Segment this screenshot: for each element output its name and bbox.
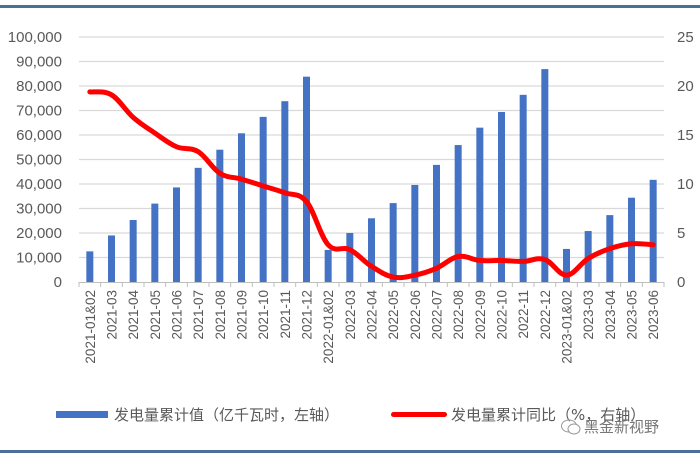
- wechat-icon: [561, 419, 581, 434]
- bar: [238, 133, 245, 282]
- bar: [541, 69, 549, 282]
- right-tick-label: 15: [677, 127, 694, 144]
- bottom-border: [0, 450, 700, 453]
- x-tick-label: 2023-01&02: [560, 290, 575, 364]
- x-axis: 2021-01&02 2021-03 2021-04 2021-05 2021-06 20…: [78, 282, 665, 364]
- bar: [368, 218, 375, 282]
- left-y-axis: 0 10,000 20,000 30,000 40,000 50,000 60,000 70,…: [8, 29, 62, 291]
- left-tick-label: 10,000: [16, 250, 62, 267]
- bar: [346, 233, 354, 282]
- x-tick-label: 2021-01&02: [83, 290, 98, 364]
- bar: [303, 76, 310, 282]
- bar: [454, 145, 462, 282]
- watermark: 黑金新视野: [560, 416, 659, 437]
- right-tick-label: 20: [677, 78, 694, 95]
- x-tick-label: 2023-04: [603, 290, 618, 340]
- bar: [649, 179, 657, 282]
- x-tick-label: 2022-12: [538, 290, 553, 340]
- bar: [519, 94, 527, 282]
- bar: [173, 187, 180, 282]
- right-tick-label: 25: [677, 29, 694, 46]
- x-tick-label: 2022-10: [495, 290, 510, 340]
- combo-chart: 0 10,000 20,000 30,000 40,000 50,000 60,000 70,…: [8, 29, 694, 364]
- bar: [476, 127, 484, 283]
- legend-bar-label: 发电量累计值（亿千瓦时，左轴）: [114, 405, 340, 424]
- x-tick-label: 2022-06: [408, 290, 423, 340]
- bar: [433, 164, 440, 282]
- x-tick-label: 2021-03: [105, 290, 120, 340]
- legend-bar-swatch: [56, 410, 108, 418]
- line-series-yoy: [87, 89, 656, 281]
- right-tick-label: 10: [677, 176, 694, 193]
- x-tick-label: 2022-01&02: [321, 290, 336, 364]
- x-tick-label: 2022-03: [343, 290, 358, 340]
- left-tick-label: 30,000: [16, 201, 62, 218]
- left-tick-label: 90,000: [16, 54, 62, 71]
- right-tick-label: 0: [677, 274, 685, 291]
- x-tick-label: 2022-07: [430, 290, 445, 340]
- right-y-axis: 0 5 10 15 20 25: [677, 29, 694, 291]
- x-tick-label: 2022-11: [516, 290, 531, 339]
- x-tick-label: 2021-05: [148, 290, 163, 340]
- watermark-text: 黑金新视野: [584, 418, 660, 436]
- left-tick-label: 60,000: [16, 127, 62, 144]
- bar: [498, 111, 505, 282]
- bar: [129, 220, 137, 282]
- left-tick-label: 100,000: [8, 29, 62, 46]
- bar: [194, 167, 202, 282]
- x-tick-label: 2021-11: [278, 290, 293, 339]
- x-tick-label: 2022-05: [386, 290, 401, 340]
- left-tick-label: 50,000: [16, 152, 62, 169]
- x-tick-label: 2022-08: [451, 290, 466, 340]
- legend-item-bar: 发电量累计值（亿千瓦时，左轴）: [56, 404, 339, 424]
- x-tick-label: 2021-06: [170, 290, 185, 340]
- left-tick-label: 20,000: [16, 225, 62, 242]
- x-tick-label: 2022-09: [473, 290, 488, 340]
- bar: [108, 235, 115, 282]
- x-tick-label: 2023-05: [625, 290, 640, 340]
- bar: [389, 203, 397, 282]
- bar: [216, 149, 224, 282]
- x-tick-label: 2021-12: [300, 290, 315, 340]
- left-tick-label: 40,000: [16, 176, 62, 193]
- legend-line-label: 发电量累计同比（%，右轴）: [451, 405, 646, 424]
- bar: [259, 116, 267, 283]
- x-tick-label: 2023-06: [646, 290, 661, 340]
- x-tick-label: 2022-04: [365, 290, 380, 340]
- x-tick-label: 2021-07: [191, 290, 206, 340]
- bar: [563, 248, 570, 282]
- left-tick-label: 80,000: [16, 78, 62, 95]
- legend-line-swatch: [391, 411, 447, 417]
- legend-item-line: 发电量累计同比（%，右轴）: [391, 404, 645, 424]
- bar: [411, 184, 419, 282]
- x-tick-label: 2021-08: [213, 290, 228, 340]
- bar: [628, 197, 635, 282]
- left-tick-label: 0: [54, 274, 62, 291]
- bar: [86, 251, 94, 282]
- x-tick-label: 2021-04: [126, 290, 141, 340]
- left-tick-label: 70,000: [16, 103, 62, 120]
- top-border: [0, 5, 700, 8]
- bar-series-generation: [86, 69, 657, 283]
- bar: [324, 249, 332, 282]
- right-tick-label: 5: [677, 225, 685, 242]
- bar: [151, 203, 159, 282]
- x-tick-label: 2023-03: [581, 290, 596, 340]
- x-tick-label: 2021-10: [256, 290, 271, 340]
- x-tick-label: 2021-09: [235, 290, 250, 340]
